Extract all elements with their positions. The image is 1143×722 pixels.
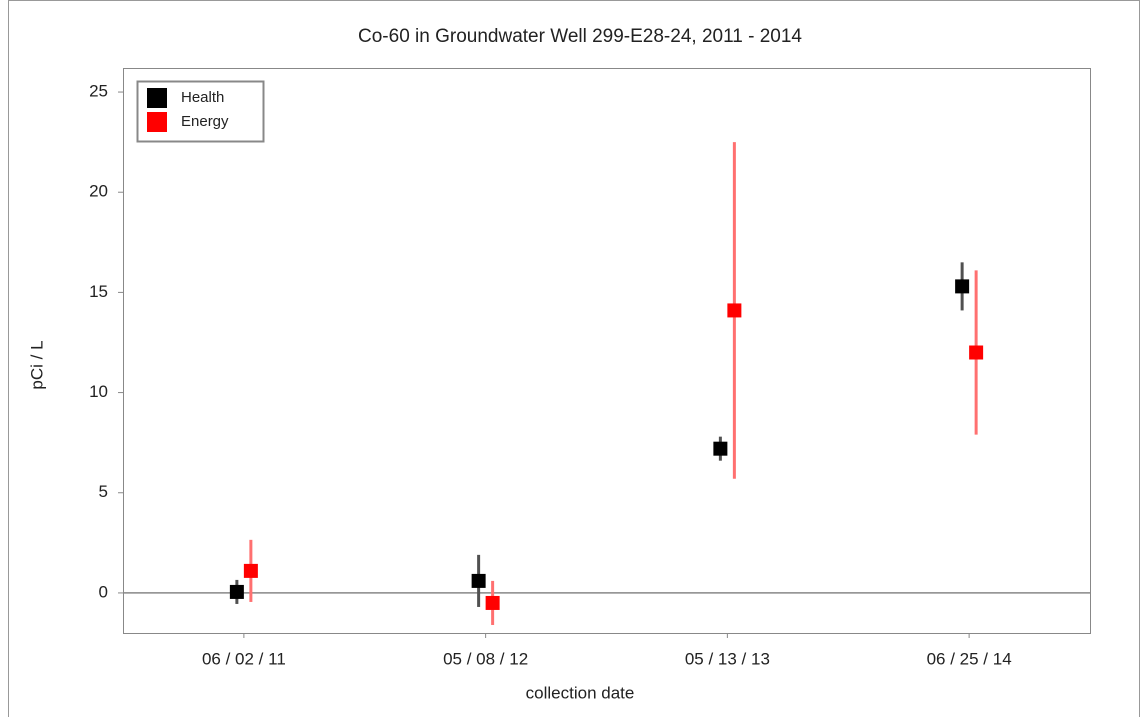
plot-area [123, 68, 1091, 634]
marker [969, 345, 984, 360]
y-axis-label: pCi / L [27, 340, 46, 389]
legend-label: Health [181, 89, 224, 106]
y-tick-label: 15 [89, 282, 108, 301]
marker [485, 595, 500, 610]
y-tick-label: 25 [89, 82, 108, 101]
marker [727, 303, 742, 318]
legend-swatch [147, 88, 167, 108]
chart-title: Co-60 in Groundwater Well 299-E28-24, 20… [358, 26, 802, 47]
legend-label: Energy [181, 113, 229, 130]
x-tick-label: 05 / 13 / 13 [685, 649, 770, 668]
legend-swatch [147, 112, 167, 132]
marker [955, 279, 970, 294]
x-axis-label: collection date [526, 683, 635, 702]
y-tick-label: 5 [99, 482, 108, 501]
x-tick-label: 06 / 25 / 14 [927, 649, 1012, 668]
x-tick-label: 05 / 08 / 12 [443, 649, 528, 668]
marker [471, 573, 486, 588]
x-tick-label: 06 / 02 / 11 [202, 649, 286, 668]
marker [229, 584, 244, 599]
y-tick-label: 10 [89, 382, 108, 401]
y-tick-label: 0 [99, 582, 108, 601]
marker [243, 563, 258, 578]
marker [713, 441, 728, 456]
y-tick-label: 20 [89, 182, 108, 201]
